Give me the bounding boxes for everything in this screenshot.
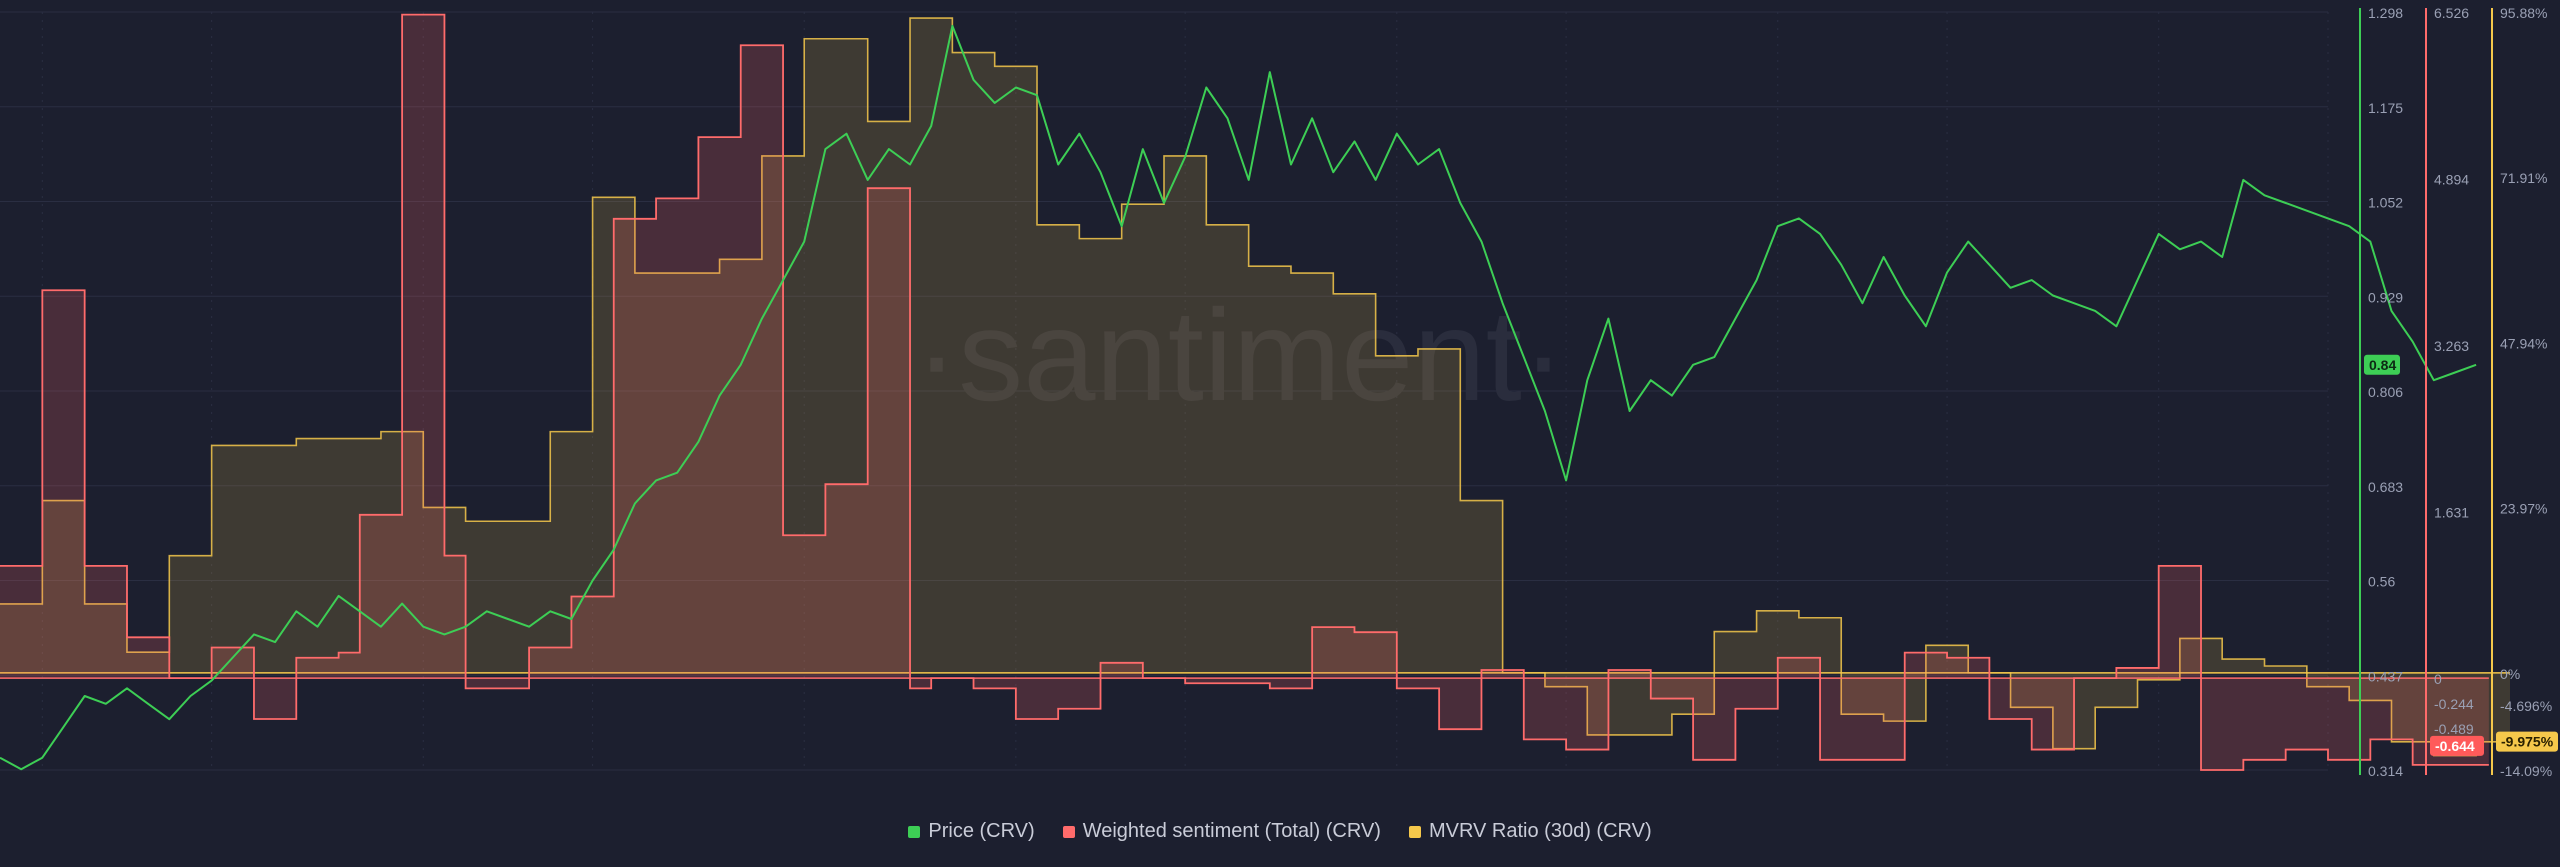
x-tick-label: 21 Nov 24 bbox=[180, 778, 244, 780]
x-tick-label: 10 Jan 25 bbox=[2297, 778, 2359, 780]
x-tick-label: 10 Dec 24 bbox=[984, 778, 1048, 780]
sentiment-tick-label: 3.263 bbox=[2434, 338, 2469, 354]
sentiment-line bbox=[0, 13, 2489, 771]
legend-label-sentiment: Weighted sentiment (Total) (CRV) bbox=[1082, 820, 1381, 842]
price-line bbox=[0, 24, 2477, 771]
legend-swatch-mvrv bbox=[1408, 825, 1421, 838]
price-tick-label: 1.175 bbox=[2368, 100, 2403, 116]
sentiment-tick-label: 0 bbox=[2434, 671, 2442, 687]
legend: Price (CRV) Weighted sentiment (Total) (… bbox=[0, 820, 2560, 843]
price-tick-label: 0.437 bbox=[2368, 668, 2403, 684]
mvrv-tick-label: 23.97% bbox=[2500, 501, 2547, 517]
price-tick-label: 0.683 bbox=[2368, 479, 2403, 495]
sentiment-tick-label: 1.631 bbox=[2434, 505, 2469, 521]
x-tick-label: 26 Nov 24 bbox=[391, 778, 455, 780]
grid bbox=[0, 11, 2329, 771]
x-tick-label: 19 Dec 24 bbox=[1365, 778, 1429, 780]
sentiment-current-badge: -0.644 bbox=[2430, 735, 2484, 756]
watermark: ·santiment· bbox=[915, 282, 1565, 428]
chart: ·santiment· 1.298 1.175 1.052 0.929 0.806 0.6… bbox=[0, 5, 2558, 780]
sentiment-tick-label: -0.244 bbox=[2434, 696, 2474, 712]
legend-label-price: Price (CRV) bbox=[928, 820, 1035, 842]
legend-label-mvrv: MVRV Ratio (30d) (CRV) bbox=[1428, 820, 1652, 842]
svg-text:-9.975%: -9.975% bbox=[2501, 734, 2554, 750]
mvrv-current-badge: -9.975% bbox=[2496, 731, 2558, 752]
price-tick-label: 0.56 bbox=[2368, 574, 2395, 590]
x-tick-label: 30 Nov 24 bbox=[561, 778, 625, 780]
price-tick-label: 0.806 bbox=[2368, 384, 2403, 400]
mvrv-series bbox=[0, 17, 2511, 757]
mvrv-tick-label: 47.94% bbox=[2500, 335, 2547, 351]
mvrv-tick-label: -4.696% bbox=[2500, 698, 2552, 714]
sentiment-tick-label: 6.526 bbox=[2434, 5, 2469, 21]
price-tick-label: 1.052 bbox=[2368, 195, 2403, 211]
sentiment-series bbox=[0, 13, 2489, 771]
legend-item-price[interactable]: Price (CRV) bbox=[908, 820, 1035, 843]
mvrv-tick-label: 95.88% bbox=[2500, 5, 2547, 21]
price-tick-label: 0.314 bbox=[2368, 763, 2403, 779]
legend-swatch-sentiment bbox=[1062, 825, 1075, 838]
svg-text:-0.644: -0.644 bbox=[2435, 738, 2475, 754]
axes: 1.298 1.175 1.052 0.929 0.806 0.683 0.56 0.437 0… bbox=[10, 5, 2558, 780]
price-current-badge: 0.84 bbox=[2364, 354, 2400, 375]
price-tick-label: 1.298 bbox=[2368, 5, 2403, 21]
x-tick-label: 06 Jan 25 bbox=[2128, 778, 2190, 780]
mvrv-line bbox=[0, 17, 2511, 757]
legend-item-sentiment[interactable]: Weighted sentiment (Total) (CRV) bbox=[1062, 820, 1381, 843]
x-tick-label: 01 Jan 25 bbox=[1916, 778, 1978, 780]
x-tick-label: 28 Dec 24 bbox=[1746, 778, 1810, 780]
mvrv-tick-label: -14.09% bbox=[2500, 763, 2552, 779]
x-tick-label: 14 Dec 24 bbox=[1153, 778, 1217, 780]
price-tick-label: 0.929 bbox=[2368, 289, 2403, 305]
sentiment-tick-label: -0.489 bbox=[2434, 721, 2474, 737]
legend-item-mvrv[interactable]: MVRV Ratio (30d) (CRV) bbox=[1408, 820, 1652, 843]
x-tick-label: 17 Nov 24 bbox=[10, 778, 74, 780]
svg-text:0.84: 0.84 bbox=[2369, 357, 2396, 373]
price-series bbox=[0, 24, 2477, 771]
legend-swatch-price bbox=[908, 825, 921, 838]
x-tick-label: 05 Dec 24 bbox=[772, 778, 836, 780]
mvrv-tick-label: 71.91% bbox=[2500, 170, 2547, 186]
sentiment-area bbox=[0, 14, 2489, 770]
mvrv-tick-label: 0% bbox=[2500, 666, 2520, 682]
x-tick-label: 23 Dec 24 bbox=[1534, 778, 1598, 780]
sentiment-tick-label: 4.894 bbox=[2434, 172, 2469, 188]
mvrv-area bbox=[0, 18, 2511, 756]
